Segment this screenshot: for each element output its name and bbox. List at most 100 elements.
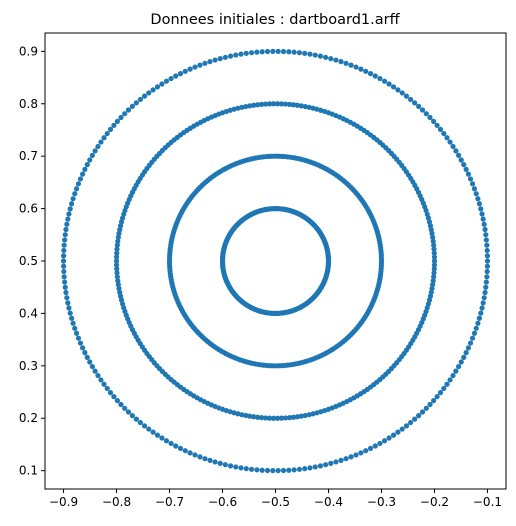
data-point xyxy=(431,246,437,252)
data-point xyxy=(481,295,487,301)
data-point xyxy=(217,56,223,62)
data-point xyxy=(114,266,120,272)
y-tick-label: 0.5 xyxy=(19,254,38,268)
data-point xyxy=(67,310,73,316)
data-point xyxy=(95,143,101,150)
data-point xyxy=(419,409,426,415)
data-point xyxy=(353,64,359,70)
data-point xyxy=(62,232,68,238)
data-point xyxy=(298,103,304,109)
data-point xyxy=(98,377,104,383)
data-point xyxy=(197,454,203,460)
x-tick-label: −0.4 xyxy=(314,495,343,509)
data-point xyxy=(377,75,383,82)
data-point xyxy=(222,462,228,468)
data-point xyxy=(429,285,435,292)
data-point xyxy=(173,73,179,79)
data-point xyxy=(259,467,265,473)
data-point xyxy=(343,456,349,462)
data-point xyxy=(61,263,67,269)
data-point xyxy=(187,450,193,456)
data-point xyxy=(447,377,453,383)
data-point xyxy=(484,274,490,280)
data-point xyxy=(381,438,388,444)
data-point xyxy=(101,135,107,141)
data-point xyxy=(177,71,184,77)
data-point xyxy=(431,398,437,404)
data-point xyxy=(274,101,281,107)
data-point xyxy=(450,372,456,379)
data-point xyxy=(70,196,76,202)
data-point xyxy=(317,463,324,469)
data-point xyxy=(469,181,476,187)
data-point xyxy=(77,176,84,182)
data-point xyxy=(113,262,120,268)
data-point xyxy=(65,216,71,222)
data-point xyxy=(296,466,303,472)
data-point xyxy=(70,320,76,326)
data-point xyxy=(416,413,422,419)
x-tick-label: −0.1 xyxy=(473,495,502,509)
data-point xyxy=(465,345,471,351)
data-point xyxy=(141,93,148,99)
data-point xyxy=(450,143,456,150)
data-point xyxy=(104,385,110,392)
data-point xyxy=(395,87,401,93)
data-point xyxy=(116,230,122,237)
data-point xyxy=(115,278,121,284)
data-point xyxy=(461,354,467,360)
data-point xyxy=(270,415,277,421)
data-point xyxy=(325,259,332,265)
data-point xyxy=(471,186,478,192)
data-point xyxy=(274,415,281,421)
data-point xyxy=(92,148,98,154)
y-tick-label: 0.7 xyxy=(19,149,38,163)
data-point xyxy=(430,282,436,288)
x-tick-label: −0.8 xyxy=(102,495,131,509)
data-point xyxy=(291,467,297,473)
data-point xyxy=(150,429,156,435)
data-point xyxy=(84,354,90,360)
data-point xyxy=(168,440,174,447)
data-point xyxy=(298,413,304,419)
data-point xyxy=(182,448,188,454)
data-point xyxy=(258,101,265,107)
data-point xyxy=(163,78,170,84)
data-point xyxy=(61,268,67,275)
data-point xyxy=(478,206,484,212)
data-point xyxy=(163,438,170,444)
data-point xyxy=(89,152,95,159)
x-tick-label: −0.5 xyxy=(261,495,290,509)
data-point xyxy=(212,459,218,465)
data-point xyxy=(177,445,184,451)
data-point xyxy=(434,122,440,128)
data-point xyxy=(89,363,95,370)
data-point xyxy=(473,325,479,331)
data-point xyxy=(431,262,438,268)
data-point xyxy=(264,48,271,55)
data-point xyxy=(431,250,437,256)
data-point xyxy=(431,270,437,276)
data-point xyxy=(197,62,203,68)
data-point xyxy=(61,253,67,259)
data-point xyxy=(302,412,308,419)
data-point xyxy=(98,139,104,145)
data-point xyxy=(476,315,483,321)
data-point xyxy=(403,93,410,99)
data-point xyxy=(125,107,132,113)
data-point xyxy=(484,242,490,248)
data-point xyxy=(146,90,152,96)
data-point xyxy=(73,330,80,336)
data-point xyxy=(68,315,75,321)
data-point xyxy=(367,445,374,451)
data-point xyxy=(353,452,359,458)
data-point xyxy=(381,78,388,84)
data-point xyxy=(275,48,281,54)
data-point xyxy=(270,48,276,54)
data-point xyxy=(63,289,69,296)
data-point xyxy=(463,166,469,172)
data-point xyxy=(72,191,78,197)
data-point xyxy=(482,289,488,296)
data-point xyxy=(75,335,82,341)
